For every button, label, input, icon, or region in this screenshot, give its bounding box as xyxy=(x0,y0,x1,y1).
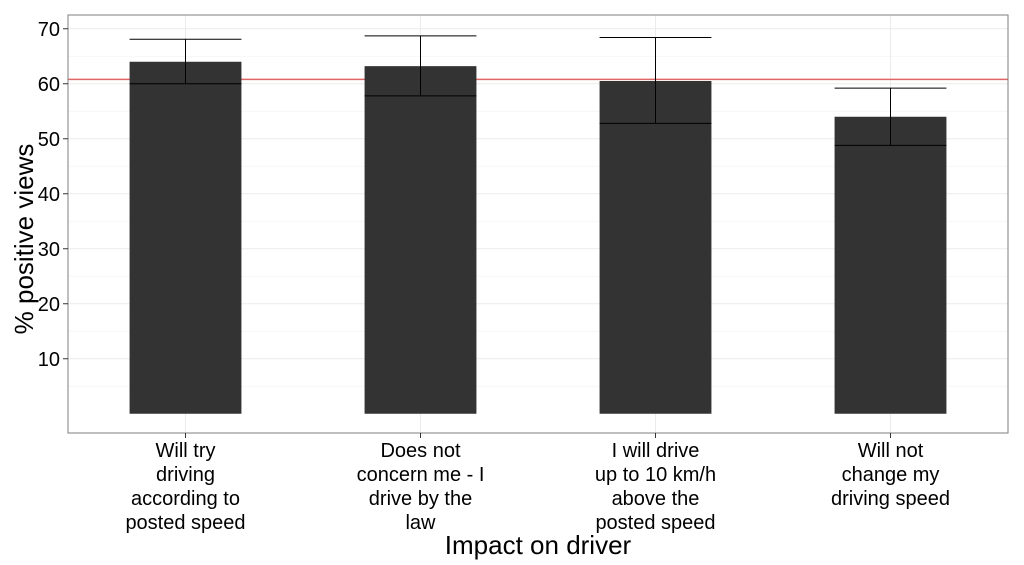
x-tick-label-line: drive by the xyxy=(369,488,472,510)
x-tick-label: Will try driving according to posted speed xyxy=(125,440,245,534)
bar xyxy=(599,81,712,414)
x-tick-label-line: Will not xyxy=(858,440,924,462)
x-axis: Will try driving according to posted speedD… xyxy=(125,433,950,534)
x-tick-label-line: law xyxy=(405,512,436,534)
y-tick-label: 20 xyxy=(38,294,60,316)
error-bars xyxy=(129,35,947,146)
x-tick-label: I will drive up to 10 km/h above the posted… xyxy=(595,440,716,534)
y-tick-label: 70 xyxy=(38,19,60,41)
bars xyxy=(129,61,947,414)
y-tick-label: 10 xyxy=(38,349,60,371)
x-tick-label-line: concern me - I xyxy=(357,464,485,486)
x-tick-label-line: according to xyxy=(131,488,240,510)
x-tick-label-line: posted speed xyxy=(125,512,245,534)
y-tick-label: 30 xyxy=(38,239,60,261)
x-tick-label-line: posted speed xyxy=(595,512,715,534)
x-tick-label-line: I will drive xyxy=(612,440,700,462)
y-axis: 10 20 30 40 50 60 70 xyxy=(38,19,68,371)
bar xyxy=(834,116,947,414)
bar xyxy=(364,66,477,414)
panel-border xyxy=(67,14,1009,434)
y-tick-label: 40 xyxy=(38,184,60,206)
y-axis-title: % positive views xyxy=(9,144,39,335)
x-tick-label-line: driving xyxy=(156,464,215,486)
x-tick-label-line: Will try xyxy=(156,440,216,462)
y-tick-label: 50 xyxy=(38,129,60,151)
x-tick-label: Will not change my driving speed xyxy=(831,440,950,510)
y-tick-label: 60 xyxy=(38,74,60,96)
x-tick-label-line: change my xyxy=(842,464,940,486)
x-tick-label-line: Does not xyxy=(380,440,460,462)
x-tick-label-line: above the xyxy=(612,488,700,510)
x-tick-label-line: up to 10 km/h xyxy=(595,464,716,486)
x-tick-label-line: driving speed xyxy=(831,488,950,510)
bar xyxy=(129,61,242,414)
x-axis-title: Impact on driver xyxy=(445,530,632,560)
